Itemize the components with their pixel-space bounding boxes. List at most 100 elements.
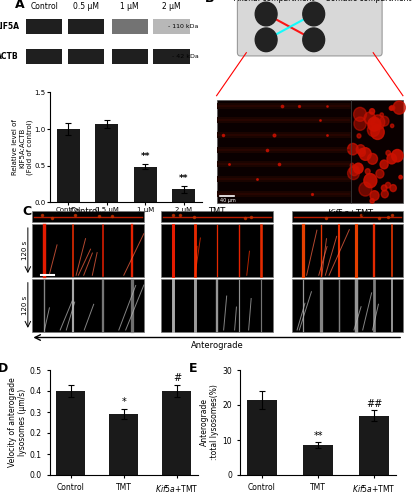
Circle shape [367,124,380,136]
Circle shape [393,101,405,114]
Circle shape [386,150,391,156]
Bar [161,212,273,222]
Circle shape [368,154,377,164]
Circle shape [354,108,366,122]
Circle shape [364,174,377,188]
Text: 120 s: 120 s [22,296,28,315]
Text: A: A [15,0,25,11]
Text: 2 μM: 2 μM [162,2,181,11]
FancyBboxPatch shape [237,0,382,56]
Text: - 110 kDa: - 110 kDa [169,24,199,29]
Circle shape [359,182,372,196]
Circle shape [348,144,358,155]
Circle shape [255,28,277,52]
Circle shape [255,2,277,26]
Circle shape [354,163,363,173]
Text: - 42 kDa: - 42 kDa [172,54,199,59]
Circle shape [381,190,388,198]
Bar [303,445,333,475]
Bar [109,414,138,475]
Bar [68,19,104,34]
Circle shape [392,150,403,162]
Circle shape [370,108,375,114]
Bar [33,224,144,276]
Bar [26,19,62,34]
Circle shape [387,154,396,164]
Circle shape [368,117,381,131]
Circle shape [399,176,402,179]
Text: Somatic compartment: Somatic compartment [326,0,412,2]
Bar [153,19,190,34]
Text: 40 μm: 40 μm [220,198,235,203]
Bar [161,279,273,332]
Text: E: E [189,362,198,374]
Bar [26,49,62,64]
Circle shape [376,170,384,178]
Circle shape [370,198,374,203]
Circle shape [350,163,354,168]
Bar [292,224,403,276]
Y-axis label: Velocity of anterograde
lysosomes (μm/s): Velocity of anterograde lysosomes (μm/s) [7,378,27,468]
Text: KIF5A: KIF5A [0,22,19,31]
Text: #: # [173,372,181,382]
Bar [216,132,351,138]
Circle shape [349,166,359,175]
Text: 1 μM: 1 μM [120,2,139,11]
Circle shape [390,106,395,110]
Circle shape [380,116,389,126]
Text: **: ** [313,432,323,442]
Text: B: B [205,0,214,6]
Bar [216,176,351,182]
Text: **: ** [140,152,150,160]
Circle shape [380,160,388,169]
Circle shape [359,148,371,160]
Circle shape [348,167,359,179]
Text: 0.5 μM: 0.5 μM [73,2,99,11]
Text: Control: Control [69,207,100,216]
Y-axis label: Anterograde
:total lysosomes(%): Anterograde :total lysosomes(%) [200,384,219,460]
Circle shape [303,2,325,26]
Bar [112,19,148,34]
Bar [172,190,195,202]
Text: ACTB: ACTB [0,52,19,61]
Bar [292,212,403,222]
Text: C: C [23,206,32,218]
Circle shape [371,125,384,140]
Bar [161,224,273,276]
Text: 120 s: 120 s [22,241,28,260]
Circle shape [354,117,366,130]
Circle shape [358,148,366,156]
Text: $\mathit{Kif5a}$+TMT: $\mathit{Kif5a}$+TMT [328,207,375,218]
Bar [95,124,118,202]
Bar [33,212,144,222]
Text: **: ** [179,174,189,182]
Bar [33,279,144,332]
Text: Control: Control [30,2,58,11]
Bar [216,190,351,196]
Text: Anterograde: Anterograde [190,341,243,350]
Circle shape [381,185,387,191]
Y-axis label: Relative level of
KIF5A:ACTB
(Fold of control): Relative level of KIF5A:ACTB (Fold of co… [12,120,33,176]
Circle shape [368,118,380,131]
Text: TMT: TMT [208,207,225,216]
Text: *: * [121,397,126,407]
Bar [358,416,389,475]
Bar [216,100,403,203]
Bar [247,400,278,475]
Circle shape [370,190,379,200]
Circle shape [391,124,394,128]
Text: D: D [0,362,8,374]
Text: Axonal compartment: Axonal compartment [234,0,314,2]
Circle shape [380,113,383,116]
Bar [162,391,192,475]
Circle shape [365,168,370,174]
Bar [153,49,190,64]
Circle shape [364,112,375,124]
Bar [134,166,157,202]
Bar [112,49,148,64]
Circle shape [356,144,365,154]
Bar [216,162,351,168]
Bar [57,129,80,202]
Bar [68,49,104,64]
Circle shape [390,184,396,192]
